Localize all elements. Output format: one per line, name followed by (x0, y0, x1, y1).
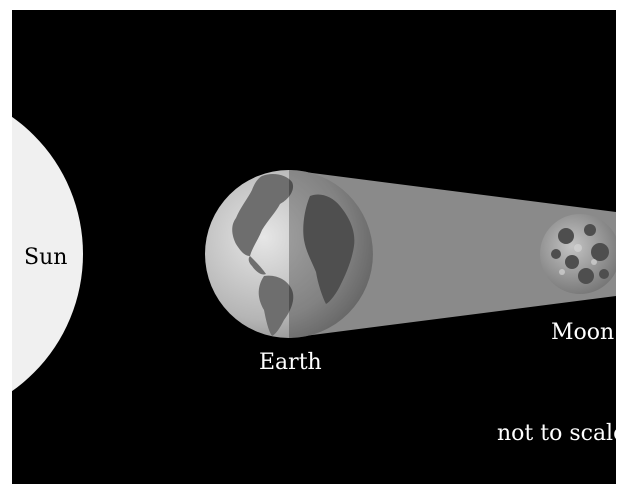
sun-label: Sun (24, 245, 67, 270)
moon-disk (540, 214, 616, 294)
sun-disk (12, 116, 83, 392)
moon-label: Moon (551, 320, 614, 345)
earth-label: Earth (259, 350, 322, 375)
earth-globe (205, 170, 373, 338)
scale-note: not to scale (497, 421, 626, 446)
earth-night-side (289, 170, 373, 338)
earth-shadow-cone (289, 170, 616, 338)
